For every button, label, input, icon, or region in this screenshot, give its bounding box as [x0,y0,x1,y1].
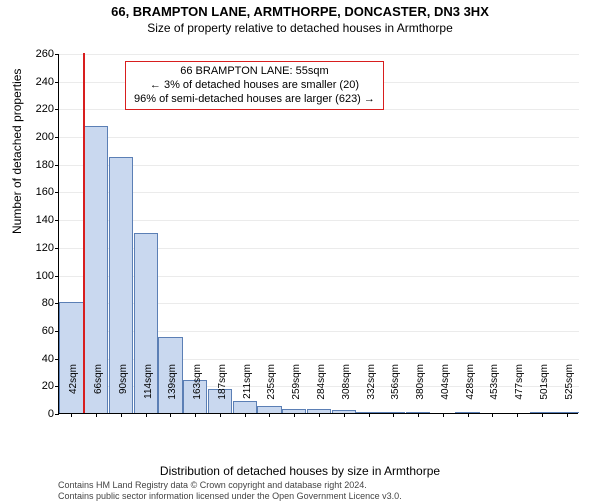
xtick-label: 284sqm [316,364,327,414]
xtick-label: 139sqm [167,364,178,414]
xtick-label: 501sqm [539,364,550,414]
property-marker-line [83,53,85,413]
ytick-label: 140 [24,214,54,226]
ytick-label: 100 [24,270,54,282]
ytick-label: 180 [24,159,54,171]
ytick-label: 80 [24,297,54,309]
annotation-line3: 96% of semi-detached houses are larger (… [134,93,375,107]
xtick-label: 356sqm [390,364,401,414]
xtick-label: 114sqm [143,364,154,414]
ytick-label: 60 [24,325,54,337]
xtick-label: 525sqm [564,364,575,414]
xtick-label: 235sqm [266,364,277,414]
ytick-label: 40 [24,353,54,365]
ytick-mark [55,109,59,110]
xtick-label: 163sqm [192,364,203,414]
ytick-mark [55,192,59,193]
ytick-label: 260 [24,48,54,60]
ytick-mark [55,137,59,138]
ytick-mark [55,54,59,55]
xtick-label: 42sqm [68,364,79,414]
ytick-mark [55,82,59,83]
xtick-label: 66sqm [93,364,104,414]
gridline [59,54,579,55]
gridline [59,192,579,193]
ytick-label: 200 [24,131,54,143]
annotation-box: 66 BRAMPTON LANE: 55sqm ← 3% of detached… [125,61,384,110]
ytick-mark [55,276,59,277]
footer-line2: Contains public sector information licen… [58,491,402,502]
page-subtitle: Size of property relative to detached ho… [0,21,600,35]
ytick-mark [55,165,59,166]
ytick-label: 240 [24,76,54,88]
xtick-label: 477sqm [514,364,525,414]
xtick-label: 211sqm [242,364,253,414]
xtick-label: 380sqm [415,364,426,414]
ytick-label: 20 [24,380,54,392]
xtick-label: 332sqm [366,364,377,414]
ytick-mark [55,414,59,415]
page-title: 66, BRAMPTON LANE, ARMTHORPE, DONCASTER,… [0,4,600,19]
x-axis-label: Distribution of detached houses by size … [0,464,600,478]
footer-line1: Contains HM Land Registry data © Crown c… [58,480,402,491]
ytick-label: 160 [24,186,54,198]
ytick-mark [55,220,59,221]
ytick-mark [55,248,59,249]
chart-area: 02040608010012014016018020022024026042sq… [58,54,578,414]
ytick-label: 0 [24,408,54,420]
xtick-label: 453sqm [489,364,500,414]
annotation-line2: ← 3% of detached houses are smaller (20) [134,79,375,93]
xtick-label: 187sqm [217,364,228,414]
y-axis-label: Number of detached properties [10,69,24,234]
ytick-label: 120 [24,242,54,254]
xtick-label: 308sqm [341,364,352,414]
annotation-line1: 66 BRAMPTON LANE: 55sqm [134,65,375,79]
xtick-label: 259sqm [291,364,302,414]
gridline [59,220,579,221]
xtick-label: 90sqm [118,364,129,414]
xtick-label: 404sqm [440,364,451,414]
xtick-label: 428sqm [465,364,476,414]
footer: Contains HM Land Registry data © Crown c… [58,480,402,502]
gridline [59,137,579,138]
gridline [59,165,579,166]
ytick-label: 220 [24,103,54,115]
